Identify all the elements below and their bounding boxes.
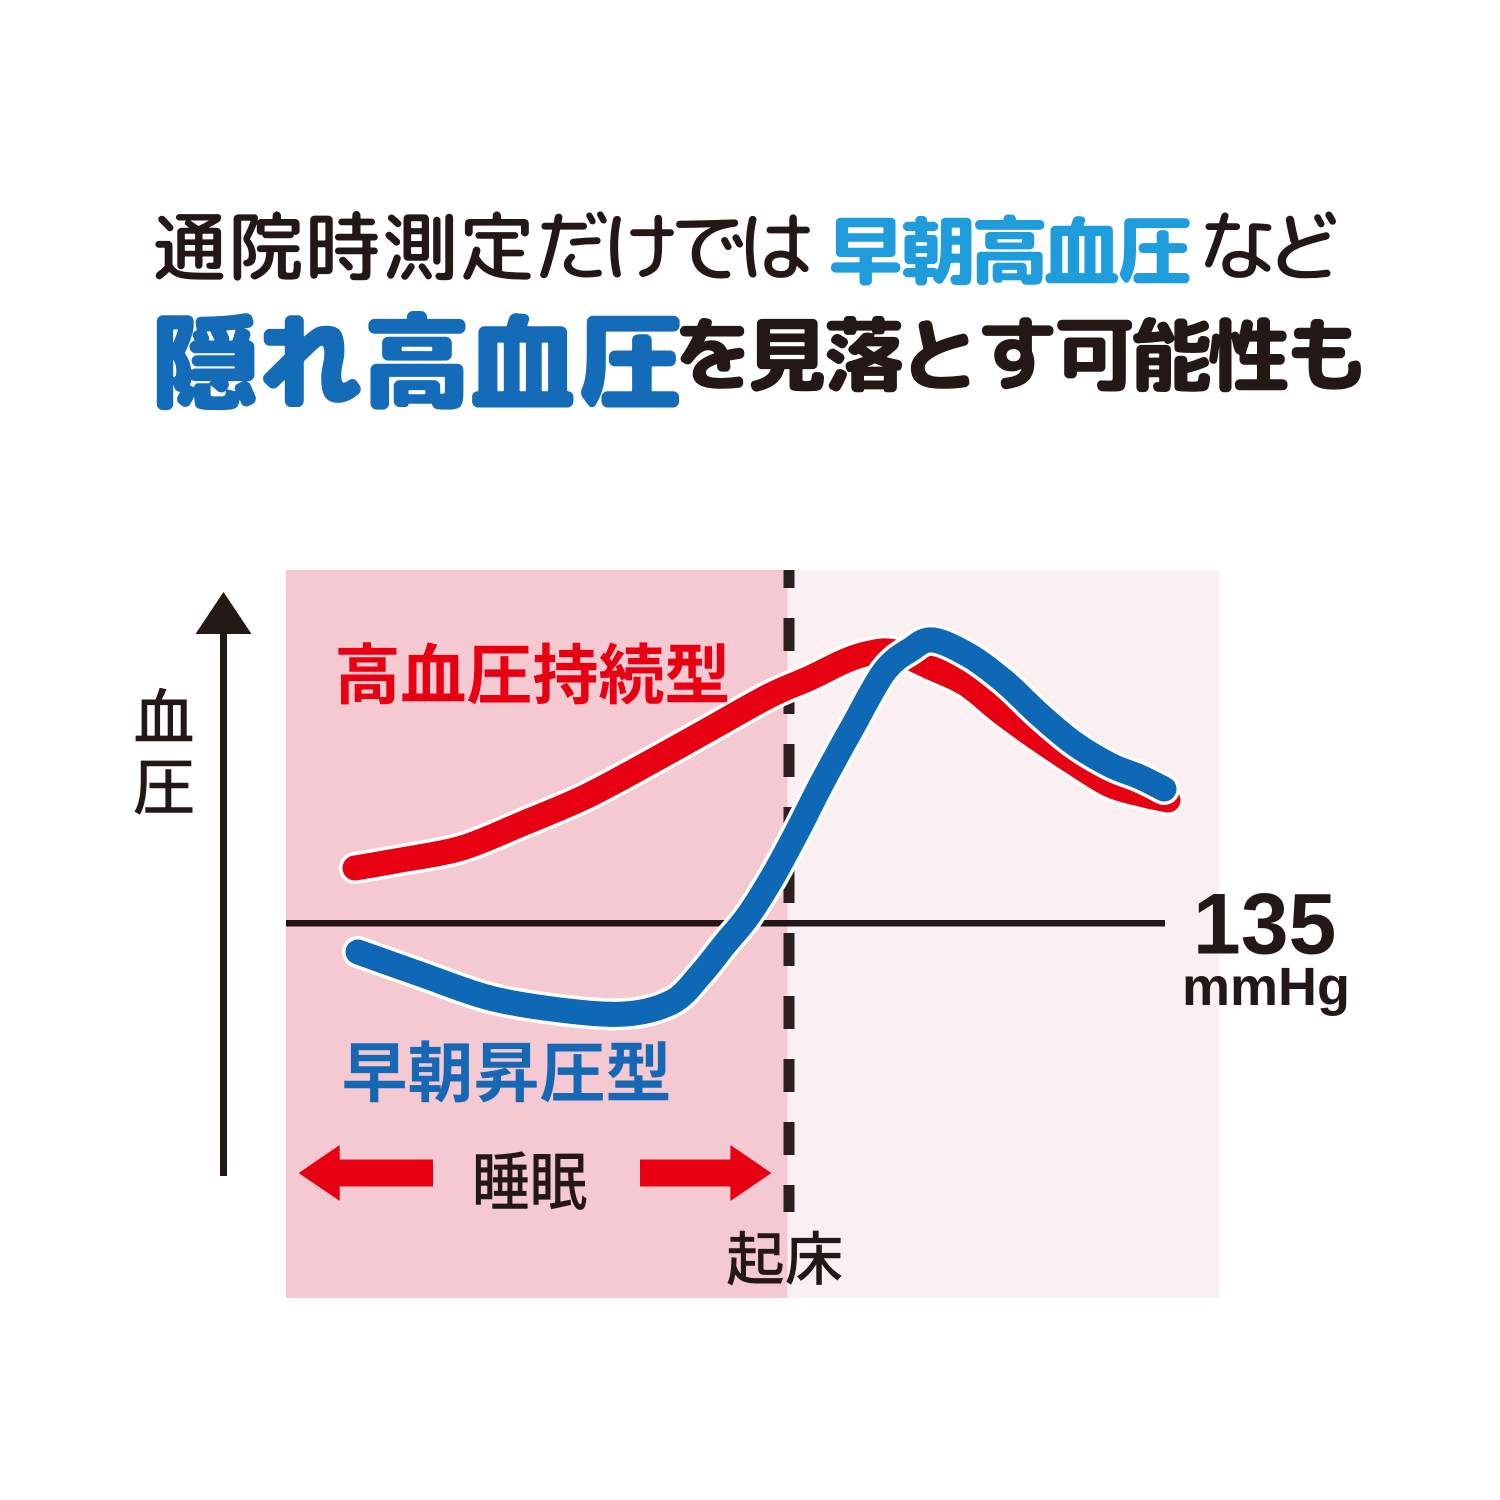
svg-text:135: 135 xyxy=(1193,877,1337,973)
svg-text:mmHg: mmHg xyxy=(1182,957,1350,1017)
